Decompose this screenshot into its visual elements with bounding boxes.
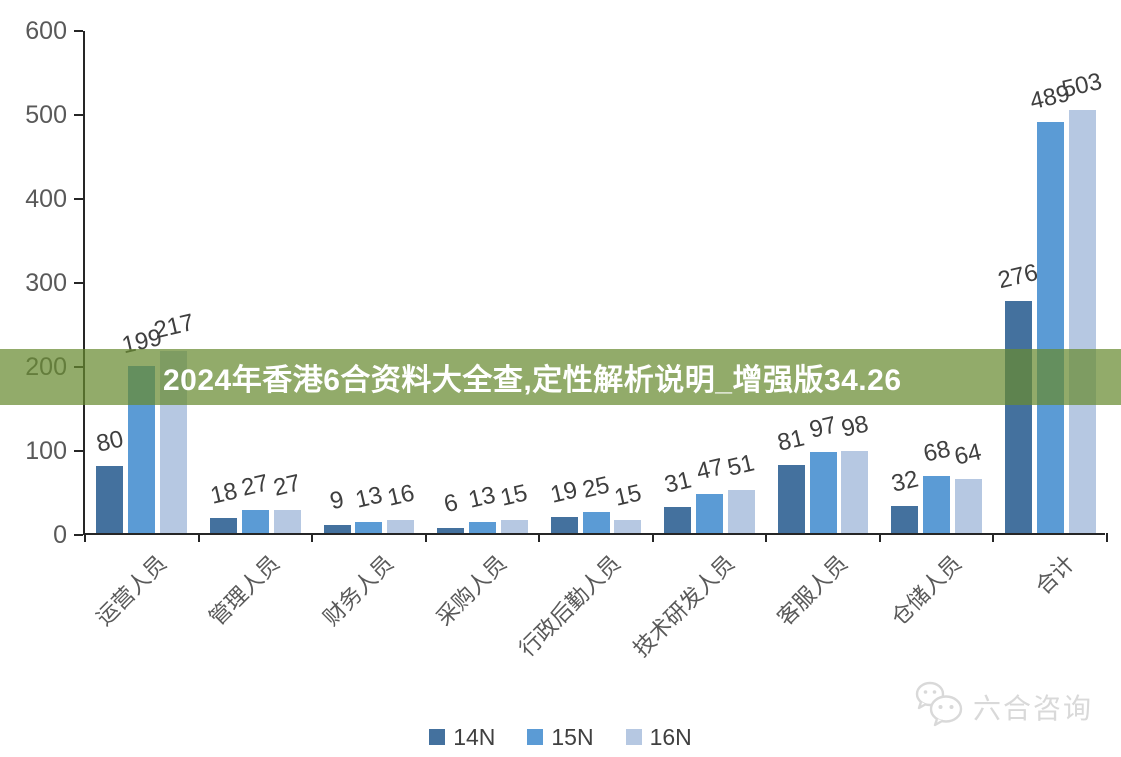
bar-16N-行政后勤人员 [614, 520, 642, 533]
bar-14N-客服人员 [777, 464, 805, 533]
bar-14N-采购人员 [437, 527, 465, 533]
legend-swatch-14N [429, 729, 446, 745]
category-label-6: 技术研发人员 [627, 550, 739, 662]
bar-15N-客服人员 [809, 451, 837, 533]
data-label-15N-技术研发人员: 47 [693, 452, 726, 486]
bar-14N-财务人员 [323, 525, 351, 533]
data-label-14N-采购人员: 6 [440, 488, 461, 519]
data-label-15N-仓储人员: 68 [920, 435, 953, 468]
bar-15N-仓储人员 [923, 475, 951, 533]
data-label-14N-仓储人员: 32 [888, 465, 921, 498]
data-label-14N-运营人员: 80 [93, 425, 126, 458]
bar-16N-管理人员 [273, 510, 301, 533]
category-label-9: 合计 [1030, 550, 1080, 600]
data-label-14N-技术研发人员: 31 [661, 466, 694, 499]
bar-15N-技术研发人员 [696, 493, 724, 533]
y-axis-tick [74, 450, 83, 452]
category-label-5: 行政后勤人员 [514, 550, 626, 662]
y-axis-label: 500 [25, 101, 67, 129]
category-label-1: 运营人员 [91, 550, 171, 631]
bar-15N-财务人员 [355, 522, 383, 533]
category-label-3: 财务人员 [318, 550, 399, 631]
y-axis-label: 400 [25, 185, 67, 213]
bar-16N-采购人员 [500, 520, 528, 533]
x-axis-tick [1106, 533, 1108, 542]
data-label-16N-仓储人员: 64 [952, 438, 985, 471]
bar-16N-仓储人员 [954, 479, 982, 533]
category-label-8: 仓储人员 [885, 550, 966, 631]
data-label-14N-财务人员: 9 [327, 486, 347, 516]
y-axis-label: 100 [25, 437, 67, 465]
banner-text: 2024年香港6合资料大全查,定性解析说明_增强版34.26 [163, 364, 902, 397]
x-axis-tick [424, 533, 427, 542]
data-label-16N-采购人员: 15 [498, 479, 531, 513]
data-label-16N-管理人员: 27 [270, 469, 304, 502]
y-axis-tick [74, 114, 83, 116]
bar-15N-合计 [1036, 122, 1064, 533]
bar-14N-技术研发人员 [664, 506, 692, 533]
y-axis-tick [74, 30, 83, 32]
data-label-15N-财务人员: 13 [352, 481, 385, 514]
x-axis-tick [765, 533, 768, 542]
bar-16N-财务人员 [387, 519, 415, 533]
bar-16N-技术研发人员 [727, 490, 755, 533]
bar-14N-仓储人员 [891, 506, 919, 533]
plot-area: 0100200300400500600运营人员80199217管理人员18272… [25, 17, 1108, 662]
chart-legend: 14N 15N 16N [0, 722, 1121, 752]
bar-14N-管理人员 [210, 517, 238, 533]
category-label-4: 采购人员 [431, 550, 512, 631]
data-label-16N-行政后勤人员: 15 [611, 479, 644, 513]
data-label-15N-行政后勤人员: 25 [579, 471, 612, 504]
x-axis-tick [197, 533, 200, 542]
legend-item-14N: 14N [429, 724, 495, 751]
legend-swatch-16N [625, 729, 642, 745]
data-label-16N-运营人员: 217 [150, 308, 196, 344]
data-label-16N-技术研发人员: 51 [725, 449, 758, 482]
watermark: 六合咨询 [913, 680, 1093, 733]
y-axis-label: 600 [25, 17, 67, 45]
bar-15N-管理人员 [241, 510, 269, 533]
data-label-15N-采购人员: 13 [466, 481, 499, 514]
bar-15N-采购人员 [468, 522, 496, 533]
x-axis-tick [651, 533, 654, 542]
bar-16N-合计 [1068, 110, 1096, 533]
data-label-14N-行政后勤人员: 19 [548, 476, 581, 509]
data-label-16N-合计: 503 [1059, 68, 1105, 104]
data-label-14N-客服人员: 81 [775, 424, 808, 457]
legend-label-14N: 14N [453, 723, 496, 750]
x-axis-tick [84, 533, 86, 542]
data-label-14N-管理人员: 18 [207, 477, 240, 510]
data-label-15N-客服人员: 97 [806, 410, 840, 444]
x-axis-tick [878, 533, 881, 542]
bar-16N-客服人员 [841, 450, 869, 533]
legend-item-15N: 15N [527, 723, 594, 751]
category-label-7: 客服人员 [772, 550, 853, 631]
y-axis-tick [74, 534, 83, 536]
data-label-16N-财务人员: 16 [384, 478, 417, 512]
bar-14N-合计 [1004, 301, 1032, 533]
y-axis-tick [74, 198, 83, 200]
y-axis-tick [74, 282, 83, 284]
legend-label-16N: 16N [649, 723, 692, 750]
legend-label-15N: 15N [551, 723, 594, 750]
legend-swatch-15N [527, 729, 544, 745]
data-label-15N-管理人员: 27 [239, 469, 272, 502]
legend-item-16N: 16N [625, 723, 692, 751]
y-axis-label: 300 [25, 269, 67, 297]
category-label-2: 管理人员 [204, 550, 285, 631]
data-label-14N-合计: 276 [995, 259, 1041, 295]
y-axis-label: 0 [53, 521, 67, 549]
x-axis-tick [538, 533, 541, 542]
data-label-16N-客服人员: 98 [838, 410, 871, 443]
bar-15N-行政后勤人员 [582, 512, 610, 533]
x-axis-tick [311, 533, 314, 542]
overlay-banner: 2024年香港6合资料大全查,定性解析说明_增强版34.26 [0, 349, 1121, 405]
x-axis-tick [992, 533, 995, 542]
bar-14N-运营人员 [96, 465, 124, 533]
bar-14N-行政后勤人员 [550, 517, 578, 533]
wechat-chat-bubbles-icon [913, 680, 965, 733]
watermark-label: 六合咨询 [972, 692, 1093, 724]
